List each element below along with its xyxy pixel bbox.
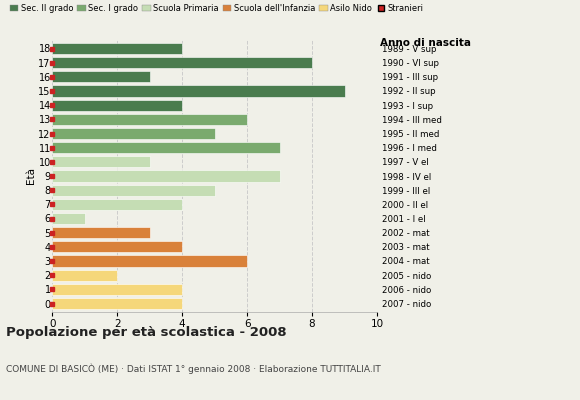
Bar bbox=[52, 156, 150, 167]
Bar bbox=[52, 241, 182, 252]
Text: Popolazione per età scolastica - 2008: Popolazione per età scolastica - 2008 bbox=[6, 326, 287, 339]
Bar bbox=[52, 185, 215, 196]
Bar bbox=[52, 284, 182, 295]
Bar bbox=[52, 57, 312, 68]
Bar bbox=[52, 100, 182, 111]
Bar bbox=[52, 170, 280, 182]
Text: COMUNE DI BASICÒ (ME) · Dati ISTAT 1° gennaio 2008 · Elaborazione TUTTITALIA.IT: COMUNE DI BASICÒ (ME) · Dati ISTAT 1° ge… bbox=[6, 364, 380, 374]
Bar bbox=[52, 298, 182, 309]
Bar bbox=[52, 128, 215, 139]
Bar bbox=[52, 199, 182, 210]
Bar bbox=[52, 256, 247, 266]
Y-axis label: Età: Età bbox=[26, 168, 35, 184]
Bar bbox=[52, 43, 182, 54]
Bar bbox=[52, 270, 117, 281]
Bar bbox=[52, 213, 85, 224]
Bar bbox=[52, 71, 150, 82]
Bar bbox=[52, 86, 345, 96]
Text: Anno di nascita: Anno di nascita bbox=[380, 38, 471, 48]
Bar bbox=[52, 142, 280, 153]
Legend: Sec. II grado, Sec. I grado, Scuola Primaria, Scuola dell'Infanzia, Asilo Nido, : Sec. II grado, Sec. I grado, Scuola Prim… bbox=[10, 4, 423, 13]
Bar bbox=[52, 227, 150, 238]
Bar bbox=[52, 114, 247, 125]
